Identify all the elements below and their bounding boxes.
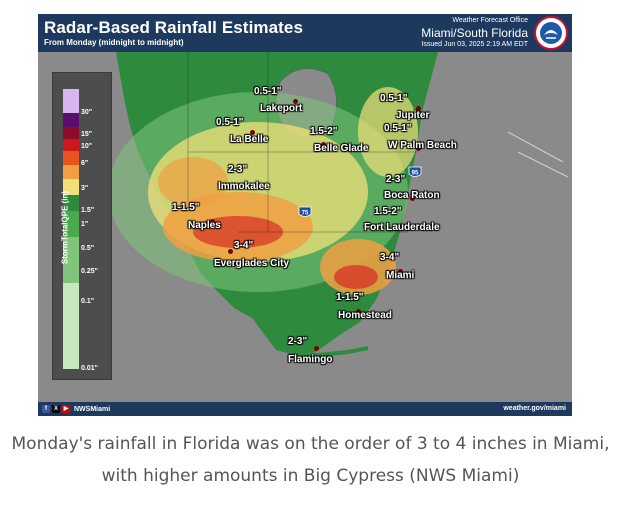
legend-tick: 30" <box>81 109 93 116</box>
city-marker <box>228 249 233 254</box>
city-marker <box>321 142 326 147</box>
rain-amount-la-belle: 0.5-1" <box>216 117 244 128</box>
county-lines <box>187 52 418 233</box>
rain-area-red-east <box>334 265 378 289</box>
rain-amount-miami: 3-4" <box>380 252 400 263</box>
rain-amount-belle-glade: 1.5-2" <box>310 126 338 137</box>
interstate-shield-icon: 75 <box>298 206 312 217</box>
map-title: Radar-Based Rainfall Estimates <box>44 18 304 37</box>
city-label-w-palm-beach: W Palm Beach <box>388 140 457 151</box>
city-marker <box>314 346 319 351</box>
legend-color-bar <box>63 89 79 369</box>
legend-tick: 1.5" <box>81 207 95 214</box>
rain-amount-fort-lauderdale: 1.5-2" <box>374 206 402 217</box>
city-label-everglades-city: Everglades City <box>214 258 290 269</box>
social-handle: NWSMiami <box>74 405 111 413</box>
city-label-jupiter: Jupiter <box>396 110 430 121</box>
rainfall-map-figure: Radar-Based Rainfall Estimates From Mond… <box>38 14 572 416</box>
city-label-homestead: Homestead <box>338 310 392 321</box>
legend-tick: 0.5" <box>81 245 95 252</box>
city-marker <box>210 219 215 224</box>
youtube-icon[interactable]: ▶ <box>62 405 70 413</box>
x-icon[interactable]: X <box>52 405 60 413</box>
rain-amount-w-palm-beach: 0.5-1" <box>384 123 412 134</box>
website-url[interactable]: weather.gov/miami <box>503 405 566 412</box>
city-marker <box>356 309 361 314</box>
city-label-belle-glade: Belle Glade <box>314 143 369 154</box>
shield-number: 95 <box>412 171 419 177</box>
legend-tick: 3" <box>81 185 89 192</box>
city-marker <box>416 146 421 151</box>
legend: StormTotalQPE (in) 30" 15" 10" 6" 3" 1.5… <box>52 72 112 380</box>
city-label-immokalee: Immokalee <box>218 181 270 192</box>
nws-logo-icon <box>534 16 568 50</box>
legend-title: StormTotalQPE (in) <box>60 190 70 265</box>
city-marker <box>410 196 415 201</box>
office-region: Miami/South Florida <box>421 26 528 40</box>
city-label-boca-raton: Boca Raton <box>384 190 440 201</box>
rain-amount-naples: 1-1.5" <box>172 202 200 213</box>
rain-amount-jupiter: 0.5-1" <box>380 93 408 104</box>
coast-streaks <box>507 131 569 178</box>
image-caption: Monday's rainfall in Florida was on the … <box>11 434 610 486</box>
legend-tick: 0.01" <box>81 365 98 372</box>
legend-tick: 10" <box>81 143 93 150</box>
shield-number: 75 <box>302 211 309 217</box>
legend-tick: 1" <box>81 221 89 228</box>
city-label-flamingo: Flamingo <box>288 354 333 365</box>
social-icons: f X ▶ NWSMiami <box>42 405 110 413</box>
rain-amount-everglades-city: 3-4" <box>234 240 254 251</box>
city-marker <box>400 226 405 231</box>
city-label-fort-lauderdale: Fort Lauderdale <box>364 222 440 233</box>
map-footer: f X ▶ NWSMiami weather.gov/miami <box>38 402 572 416</box>
rainfall-map <box>38 52 572 402</box>
city-marker <box>250 130 255 135</box>
legend-tick: 6" <box>81 160 89 167</box>
legend-tick: 15" <box>81 131 93 138</box>
keys <box>287 346 369 360</box>
city-label-naples: Naples <box>188 220 221 231</box>
legend-tick: 0.25" <box>81 268 98 275</box>
map-subtitle: From Monday (midnight to midnight) <box>44 38 184 47</box>
city-marker <box>398 269 403 274</box>
rain-area-orange-sw <box>158 157 228 207</box>
rain-amount-lakeport: 0.5-1" <box>254 86 282 97</box>
issued-time: Issued Jun 03, 2025 2:19 AM EDT <box>421 41 528 48</box>
facebook-icon[interactable]: f <box>42 405 50 413</box>
interstate-shield-icon: 95 <box>408 166 422 177</box>
city-marker <box>293 99 298 104</box>
city-label-la-belle: La Belle <box>230 134 269 145</box>
map-header: Radar-Based Rainfall Estimates From Mond… <box>38 14 572 52</box>
office-name: Weather Forecast Office <box>452 17 528 24</box>
city-marker <box>258 184 263 189</box>
rain-amount-flamingo: 2-3" <box>288 336 308 347</box>
rain-amount-boca-raton: 2-3" <box>386 174 406 185</box>
rain-area-yellow-ne <box>358 87 418 177</box>
rain-amount-immokalee: 2-3" <box>228 164 248 175</box>
rain-amount-homestead: 1-1.5" <box>336 292 364 303</box>
city-label-lakeport: Lakeport <box>260 103 303 114</box>
city-label-miami: Miami <box>386 270 415 281</box>
city-marker <box>416 106 421 111</box>
legend-tick: 0.1" <box>81 298 95 305</box>
